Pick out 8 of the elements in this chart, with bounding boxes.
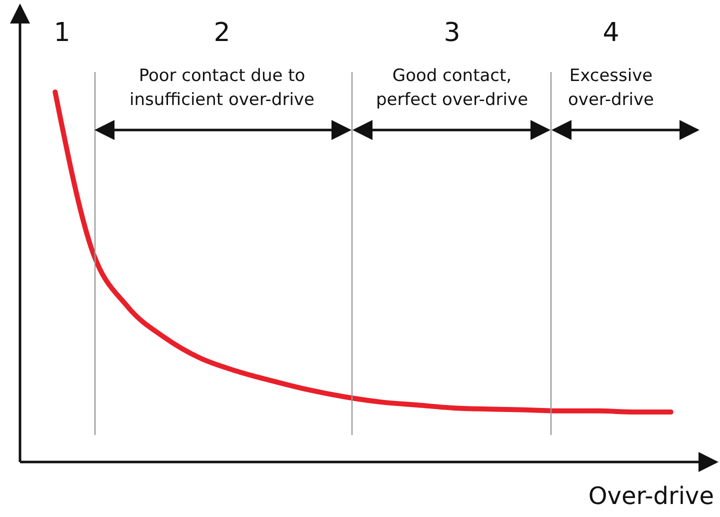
annotation: Good contact, perfect over-drive <box>374 65 530 112</box>
text: 1 <box>52 18 72 48</box>
x-axis-title: Over-drive <box>588 482 714 510</box>
text: 2 <box>212 18 232 48</box>
annotation: Poor contact due to insufficient over-drive <box>128 65 316 112</box>
annotation: Excessive over-drive <box>567 65 655 112</box>
text: 3 <box>442 18 462 48</box>
text: 4 <box>602 18 620 48</box>
